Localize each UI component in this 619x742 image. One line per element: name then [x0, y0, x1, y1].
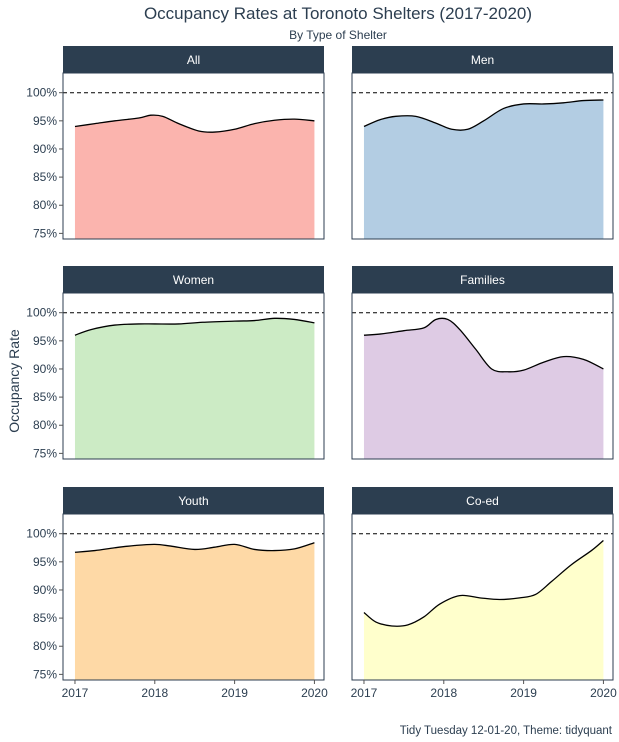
panel-strip-label: Co-ed [466, 494, 499, 508]
y-tick-label: 90% [33, 362, 57, 376]
series-line [363, 99, 604, 131]
y-tick-label: 90% [33, 583, 57, 597]
panel-border [351, 72, 614, 240]
panel-strip-label: All [187, 53, 200, 67]
y-tick-label: 100% [26, 86, 57, 100]
x-tick-label: 2017 [351, 686, 378, 700]
panel-strip-label: Youth [178, 494, 208, 508]
panel-co-ed: Co-ed 2017 2018 2019 2020 [351, 487, 617, 700]
y-tick-label: 80% [33, 198, 57, 212]
y-tick-label: 75% [33, 226, 57, 240]
panel-strip [352, 266, 613, 293]
panel-border [351, 292, 614, 460]
panel-strip [63, 266, 324, 293]
x-tick-label: 2017 [62, 686, 89, 700]
panel-border [351, 513, 614, 681]
x-tick-label: 2019 [221, 686, 248, 700]
panel-women: Women 75% 80% 85% 90% 95% 100% [26, 266, 325, 460]
y-tick-label: 100% [26, 527, 57, 541]
chart-subtitle: By Type of Shelter [289, 28, 387, 42]
panel-strip-label: Families [460, 273, 505, 287]
panel-border [62, 513, 325, 681]
area-fill [363, 540, 604, 680]
panel-strip-label: Women [173, 273, 214, 287]
y-tick-label: 75% [33, 667, 57, 681]
y-tick-label: 85% [33, 390, 57, 404]
area-fill [363, 100, 604, 239]
y-tick-label: 90% [33, 142, 57, 156]
x-tick-label: 2020 [590, 686, 617, 700]
panel-youth: Youth 75% 80% 85% 90% 95% 100% 2017 2018 2019 2020 [26, 487, 328, 700]
y-tick-label: 95% [33, 555, 57, 569]
area-fill [74, 115, 315, 239]
series-line [74, 542, 315, 553]
panel-strip [352, 487, 613, 514]
panel-border [62, 72, 325, 240]
chart-title: Occupancy Rates at Toronoto Shelters (20… [144, 4, 532, 23]
panel-strip [63, 487, 324, 514]
y-tick-label: 80% [33, 639, 57, 653]
y-tick-label: 85% [33, 170, 57, 184]
panel-all: All 75% 80% 85% 90% 95% 100% [26, 46, 325, 240]
area-fill [363, 318, 604, 459]
area-fill [74, 318, 315, 459]
x-tick-label: 2018 [141, 686, 168, 700]
area-fill [74, 542, 315, 680]
facet-panels: All 75% 80% 85% 90% 95% 100% Men Women 75% 80% 85% 9… [26, 46, 617, 700]
panel-men: Men [351, 46, 614, 240]
y-tick-label: 85% [33, 611, 57, 625]
x-tick-label: 2018 [430, 686, 457, 700]
x-tick-label: 2020 [301, 686, 328, 700]
x-tick-label: 2019 [510, 686, 537, 700]
panel-strip-label: Men [471, 53, 494, 67]
series-line [74, 317, 315, 336]
chart-caption: Tidy Tuesday 12-01-20, Theme: tidyquant [400, 725, 613, 737]
y-tick-label: 80% [33, 418, 57, 432]
panel-strip [63, 46, 324, 73]
y-tick-label: 100% [26, 306, 57, 320]
series-line [363, 317, 604, 373]
series-line [74, 114, 315, 133]
y-axis-label: Occupancy Rate [6, 329, 22, 433]
series-line [363, 539, 604, 627]
y-tick-label: 95% [33, 334, 57, 348]
y-tick-label: 95% [33, 114, 57, 128]
panel-strip [352, 46, 613, 73]
y-tick-label: 75% [33, 446, 57, 460]
panel-border [62, 292, 325, 460]
panel-families: Families [351, 266, 614, 460]
